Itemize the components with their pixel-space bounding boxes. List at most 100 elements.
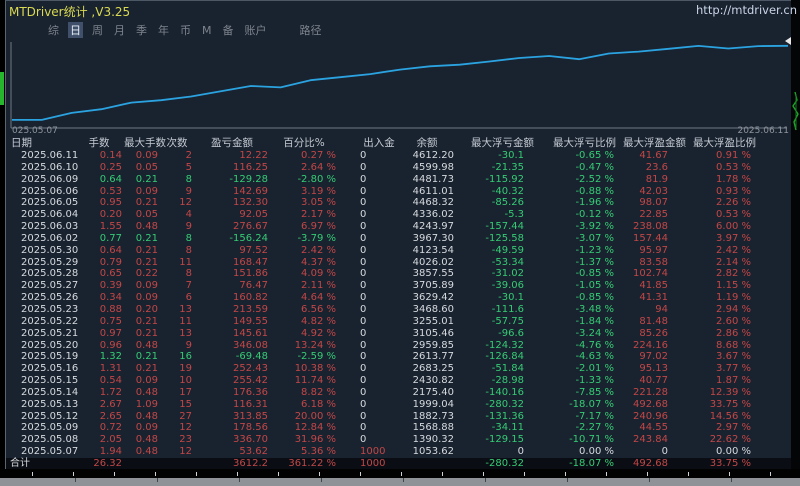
cell-max_lots: 0.21 — [135, 173, 158, 185]
table-row[interactable]: 2025.06.04 0.20 0.05 4 92.05 2.17 % 0 4336.02 -5… — [6, 209, 792, 221]
cell-max_float_profit_pct: 1.87 % — [716, 375, 751, 387]
cell-max_float_loss_pct: -18.07 % — [569, 398, 614, 410]
col-header-max_float_loss: 最大浮亏金额 — [471, 137, 534, 149]
table-row[interactable]: 2025.05.23 0.88 0.20 13 213.59 6.56 % 0 3468.60… — [6, 304, 792, 316]
cell-max_float_loss_pct: -3.92 % — [575, 221, 614, 233]
cell-in_out: 0 — [360, 351, 367, 363]
cell-max_float_profit_pct: 14.56 % — [709, 410, 751, 422]
table-row[interactable]: 2025.06.09 0.64 0.21 8 -129.28 -2.80 % 0 4481.7… — [6, 174, 792, 186]
table-row[interactable]: 2025.05.20 0.96 0.48 9 346.08 13.24 % 0 2959.85… — [6, 340, 792, 352]
cell-max_float_loss: -30.1 — [498, 150, 524, 161]
cell-pl_pct: 10.38 % — [294, 363, 336, 375]
table-row[interactable]: 2025.06.03 1.55 0.48 9 276.67 6.97 % 0 4243.97 -… — [6, 221, 792, 233]
table-row[interactable]: 2025.05.26 0.34 0.09 6 160.82 4.64 % 0 3629.42 -… — [6, 292, 792, 304]
table-row[interactable]: 2025.05.14 1.72 0.48 17 176.36 8.82 % 0 2175.40… — [6, 387, 792, 399]
cell-balance: 2613.77 — [412, 351, 454, 363]
cell-pl_pct: 4.37 % — [301, 256, 336, 268]
window-bottom-scrollbar[interactable] — [0, 478, 800, 486]
table-row[interactable]: 2025.06.06 0.53 0.09 9 142.69 3.19 % 0 4611.01 -… — [6, 186, 792, 198]
cell-lots: 0.64 — [99, 173, 122, 185]
menu-item-path[interactable]: 路径 — [299, 24, 322, 37]
table-row[interactable]: 2025.05.19 1.32 0.21 16 -69.48 -2.59 % 0 2613.7… — [6, 351, 792, 363]
cell-balance: 4243.97 — [412, 221, 454, 233]
cell-max_lots: 0.09 — [135, 422, 158, 434]
vendor-url-link[interactable]: http://mtdriver.cn — [696, 3, 797, 17]
table-row[interactable]: 2025.05.22 0.75 0.21 11 149.55 4.82 % 0 3255.01… — [6, 316, 792, 328]
table-row[interactable]: 2025.05.28 0.65 0.22 8 151.86 4.09 % 0 3857.55 -… — [6, 268, 792, 280]
cell-max_float_loss: -34.11 — [491, 422, 524, 434]
cell-lots: 2.05 — [99, 434, 122, 446]
tab-symbol[interactable]: 币 — [180, 24, 191, 37]
cell-count: 8 — [185, 244, 192, 256]
cell-date: 2025.06.04 — [21, 209, 79, 221]
cell-pl: 168.47 — [233, 256, 268, 268]
background-chart-strip — [791, 0, 800, 486]
cell-max_lots: 0.21 — [135, 315, 158, 327]
tab-quarter[interactable]: 季 — [136, 24, 147, 37]
table-row[interactable]: 2025.05.12 2.65 0.48 27 313.85 20.00 % 0 1882.7… — [6, 411, 792, 423]
cell-max_float_profit_pct: 3.77 % — [716, 363, 751, 375]
cell-in_out: 0 — [360, 363, 367, 375]
tab-account[interactable]: 账户 — [244, 24, 267, 37]
cell-balance: 4611.01 — [412, 185, 454, 197]
table-row[interactable]: 2025.05.16 1.31 0.21 19 252.43 10.38 % 0 2683.2… — [6, 363, 792, 375]
col-header-max_lots: 最大手数 — [124, 137, 166, 149]
cell-in_out: 0 — [360, 327, 367, 339]
table-row[interactable]: 2025.05.13 2.67 1.09 15 116.31 6.18 % 0 1999.04… — [6, 399, 792, 411]
tab-summary[interactable]: 综 — [48, 24, 59, 37]
cell-in_out: 0 — [360, 398, 367, 410]
tab-year[interactable]: 年 — [158, 24, 169, 37]
tab-day[interactable]: 日 — [68, 22, 83, 38]
col-header-date: 日期 — [11, 137, 32, 149]
scrollbar-ticks — [0, 478, 800, 482]
table-row[interactable]: 2025.05.27 0.39 0.09 7 76.47 2.11 % 0 3705.89 -3… — [6, 280, 792, 292]
tab-month[interactable]: 月 — [114, 24, 125, 37]
cell-in_out: 0 — [360, 209, 367, 221]
cell-balance: 1882.73 — [412, 410, 454, 422]
cell-max_float_loss: -5.3 — [504, 209, 524, 221]
table-row[interactable]: 2025.06.11 0.14 0.09 2 12.22 0.27 % 0 4612.20 -3… — [6, 150, 792, 162]
cell-date: 2025.05.29 — [21, 256, 79, 268]
table-row[interactable]: 2025.05.30 0.64 0.21 8 97.52 2.42 % 0 4123.54 -4… — [6, 245, 792, 257]
table-row[interactable]: 2025.06.10 0.25 0.05 5 116.25 2.64 % 0 4599.98 -… — [6, 162, 792, 174]
cell-pl: 132.30 — [233, 197, 268, 209]
cell-max_float_profit_pct: 2.86 % — [716, 327, 751, 339]
cell-pl: 178.56 — [233, 422, 268, 434]
table-row[interactable]: 2025.06.05 0.95 0.21 12 132.30 3.05 % 0 4468.32… — [6, 197, 792, 209]
cell-lots: 1.32 — [99, 351, 122, 363]
cell-max_float_profit: 102.74 — [633, 268, 668, 280]
cell-max_float_profit_pct: 2.26 % — [716, 197, 751, 209]
cell-max_lots: 1.09 — [135, 398, 158, 410]
table-row[interactable]: 2025.05.07 1.94 0.48 12 53.62 5.36 % 1000 1053.… — [6, 446, 792, 458]
cell-in_out: 0 — [360, 150, 367, 161]
table-row[interactable]: 2025.06.02 0.77 0.21 8 -156.24 -3.79 % 0 3967.3… — [6, 233, 792, 245]
col-header-pl_pct: 百分比% — [283, 137, 325, 149]
table-row[interactable]: 2025.05.29 0.79 0.21 11 168.47 4.37 % 0 4026.02… — [6, 257, 792, 269]
table-row[interactable]: 2025.05.09 0.72 0.09 12 178.56 12.84 % 0 1568.8… — [6, 422, 792, 434]
cell-max_float_loss: -131.36 — [485, 410, 524, 422]
table-row[interactable]: 2025.05.08 2.05 0.48 23 336.70 31.96 % 0 1390.3… — [6, 434, 792, 446]
cell-count: 8 — [185, 173, 192, 185]
cell-count: 10 — [179, 375, 192, 387]
cell-max_lots: 0.48 — [135, 446, 158, 458]
cell-pl: -69.48 — [235, 351, 268, 363]
cell-lots: 2.67 — [99, 398, 122, 410]
col-header-pl: 盈亏金额 — [211, 137, 253, 149]
cell-lots: 0.54 — [99, 375, 122, 387]
cell-pl: 76.47 — [239, 280, 268, 292]
cell-pl: 313.85 — [233, 410, 268, 422]
cell-max_float_loss: -39.06 — [491, 280, 524, 292]
tab-magic[interactable]: M — [202, 24, 212, 37]
cell-max_lots: 0.21 — [135, 244, 158, 256]
tab-week[interactable]: 周 — [92, 24, 103, 37]
cell-pl: 149.55 — [233, 315, 268, 327]
cell-max_float_loss_pct: -7.17 % — [575, 410, 614, 422]
tab-note[interactable]: 备 — [222, 24, 234, 37]
cell-max_lots: 0.09 — [135, 150, 158, 161]
cell-pl_pct: 11.74 % — [294, 375, 336, 387]
cell-pl_pct: 3.19 % — [301, 185, 336, 197]
cell-lots: 1.94 — [99, 446, 122, 458]
table-row[interactable]: 2025.05.21 0.97 0.21 13 145.61 4.92 % 0 3105.46… — [6, 328, 792, 340]
table-row[interactable]: 2025.05.15 0.54 0.09 10 255.42 11.74 % 0 2430.8… — [6, 375, 792, 387]
cell-max_lots: 0.48 — [135, 386, 158, 398]
